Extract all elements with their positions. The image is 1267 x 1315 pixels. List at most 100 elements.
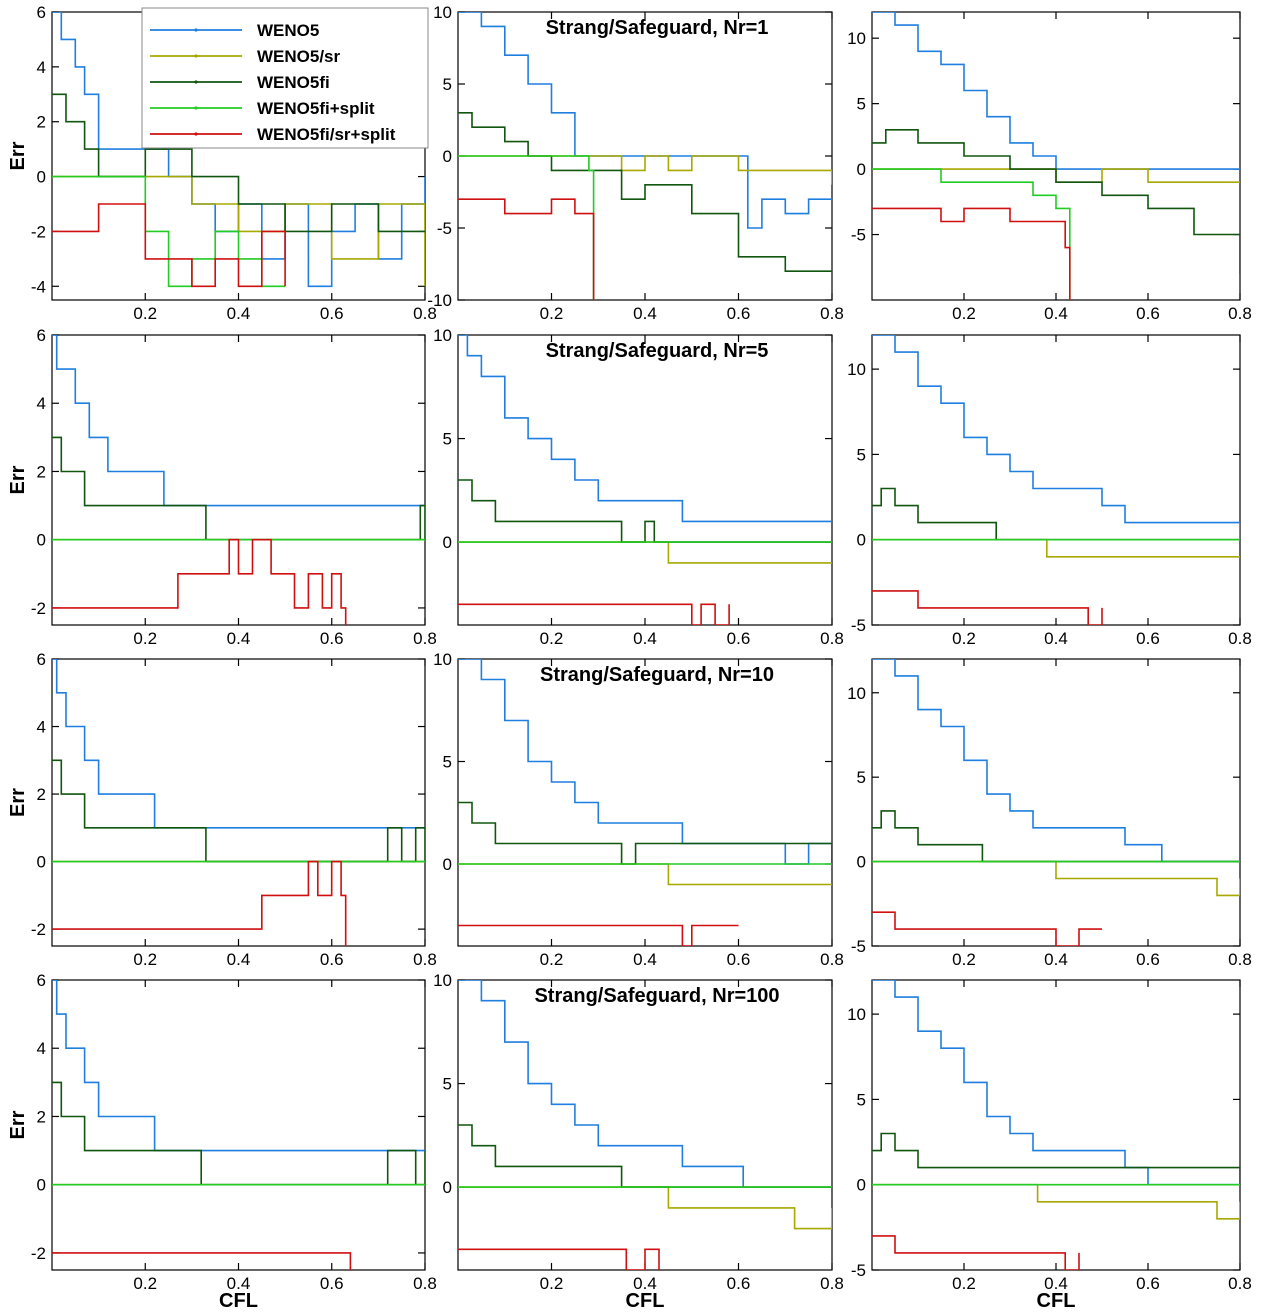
panel-1-1: 0.2 0.4 0.6 0.8 0 5 10 Strang/Safeguard, Nr=5 [433, 326, 844, 648]
panel-title: Strang/Safeguard, Nr=100 [534, 985, 779, 1007]
x-tick-label: 0.8 [413, 629, 437, 648]
x-tick-label: 0.2 [952, 304, 976, 323]
series-line-weno5fi-split [458, 155, 595, 300]
x-tick-label: 0.4 [227, 1274, 251, 1293]
series-line-weno5fi-sr-split [458, 1248, 660, 1270]
y-tick-label: 10 [847, 1005, 866, 1024]
plot-frame [457, 334, 833, 626]
series-line-weno5fi [52, 1081, 425, 1186]
y-tick-label: 0 [443, 533, 452, 552]
y-tick-label: -5 [851, 226, 866, 245]
panel-0-0: 0.2 0.4 0.6 0.8 -4 -2 0 2 4 6 Err [7, 3, 437, 323]
plot-frame [457, 658, 833, 947]
series-line-weno5fi-sr-split [872, 207, 1071, 300]
panel-2-1: 0.2 0.4 0.6 0.8 0 5 10 Strang/Safeguard, Nr=10 [433, 650, 844, 969]
x-tick-label: 0.4 [1044, 629, 1068, 648]
series-line-weno5fi [458, 1124, 832, 1188]
legend-marker [194, 80, 198, 84]
series-line-weno5-sr [458, 1186, 832, 1230]
y-tick-label: 2 [37, 113, 46, 132]
x-tick-label: 0.8 [413, 950, 437, 969]
y-tick-label: 0 [857, 160, 866, 179]
series-line-weno5fi-sr-split [52, 1252, 352, 1270]
y-tick-label: 10 [847, 29, 866, 48]
panel-1-0: 0.2 0.4 0.6 0.8 -2 0 2 4 6 Err [7, 326, 437, 648]
y-tick-label: 4 [37, 718, 46, 737]
series-line-weno5 [52, 335, 425, 507]
legend-label: WENO5fi [257, 73, 330, 92]
x-tick-label: 0.2 [952, 629, 976, 648]
y-tick-label: 5 [857, 768, 866, 787]
series-line-weno5-sr [458, 155, 832, 185]
legend-label: WENO5 [257, 21, 319, 40]
series-line-weno5fi-sr-split [872, 1235, 1080, 1270]
series-group [872, 980, 1240, 1270]
series-group [458, 335, 832, 625]
panel-title: Strang/Safeguard, Nr=5 [546, 340, 769, 362]
panel-0-2: 0.2 0.4 0.6 0.8 -5 0 5 10 [847, 11, 1252, 323]
x-tick-label: 0.2 [133, 950, 157, 969]
series-line-weno5 [458, 980, 744, 1188]
y-tick-label: -5 [437, 219, 452, 238]
x-tick-label: 0.4 [633, 950, 657, 969]
x-axis-label: CFL [219, 1290, 258, 1312]
y-tick-label: -5 [851, 937, 866, 956]
x-tick-label: 0.4 [1044, 1274, 1068, 1293]
series-line-weno5fi [872, 129, 1240, 274]
y-tick-label: -2 [31, 222, 46, 241]
y-tick-label: 0 [857, 531, 866, 550]
y-tick-label: 5 [443, 1075, 452, 1094]
y-tick-label: 0 [857, 1176, 866, 1195]
y-tick-label: -2 [31, 920, 46, 939]
x-tick-label: 0.8 [820, 950, 844, 969]
x-tick-label: 0.8 [820, 304, 844, 323]
series-group [52, 335, 425, 625]
y-tick-label: 10 [847, 360, 866, 379]
y-tick-label: 10 [433, 3, 452, 22]
y-tick-label: 0 [857, 853, 866, 872]
series-line-weno5-sr [872, 538, 1240, 558]
y-tick-label: 0 [37, 531, 46, 550]
x-tick-label: 0.4 [227, 629, 251, 648]
x-tick-label: 0.8 [1228, 1274, 1252, 1293]
plot-frame [871, 979, 1241, 1271]
x-tick-label: 0.2 [952, 1274, 976, 1293]
y-tick-label: -2 [31, 1244, 46, 1263]
series-line-weno5fi-sr-split [872, 911, 1102, 946]
y-tick-label: 4 [37, 394, 46, 413]
y-tick-label: -2 [31, 599, 46, 618]
series-line-weno5 [458, 659, 832, 865]
x-tick-label: 0.2 [952, 950, 976, 969]
plot-frame [871, 658, 1241, 947]
y-axis-label: Err [7, 1110, 29, 1139]
series-line-weno5fi [52, 436, 425, 541]
y-tick-label: 2 [37, 1107, 46, 1126]
y-tick-label: -4 [31, 277, 46, 296]
series-line-weno5fi-sr-split [458, 198, 595, 300]
x-tick-label: 0.4 [227, 950, 251, 969]
x-tick-label: 0.6 [1136, 1274, 1160, 1293]
x-tick-label: 0.2 [540, 304, 564, 323]
y-tick-label: -5 [851, 1261, 866, 1280]
x-tick-label: 0.4 [633, 304, 657, 323]
x-tick-label: 0.6 [1136, 950, 1160, 969]
y-tick-label: 5 [443, 430, 452, 449]
y-tick-label: 5 [443, 75, 452, 94]
y-tick-label: 10 [433, 326, 452, 345]
series-line-weno5fi [52, 93, 425, 233]
panel-2-2: 0.2 0.4 0.6 0.8 -5 0 5 10 [847, 658, 1252, 969]
y-tick-label: 5 [857, 1090, 866, 1109]
series-line-weno5fi-sr-split [458, 924, 739, 946]
x-tick-label: 0.6 [320, 629, 344, 648]
series-line-weno5fi [872, 810, 1240, 863]
panel-0-1: 0.2 0.4 0.6 0.8 -10 -5 0 5 10 Strang/Safeguard, N… [427, 3, 843, 323]
series-line-weno5fi [872, 1132, 1240, 1185]
series-line-weno5fi [458, 112, 832, 272]
x-tick-label: 0.6 [1136, 304, 1160, 323]
series-line-weno5 [872, 659, 1240, 863]
y-tick-label: 0 [443, 147, 452, 166]
series-group [458, 980, 832, 1270]
x-tick-label: 0.6 [1136, 629, 1160, 648]
y-axis-label: Err [7, 465, 29, 494]
